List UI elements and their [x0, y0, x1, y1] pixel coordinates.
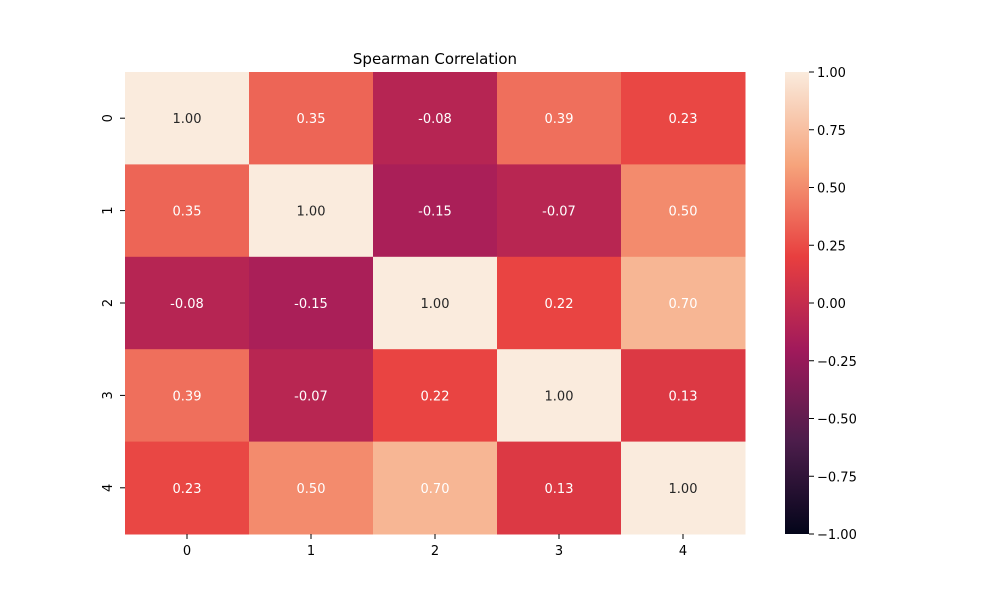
cell-value-label: 0.70: [421, 482, 450, 497]
colorbar-tick-label: 0.25: [817, 239, 846, 254]
heatmap-cell: [621, 349, 746, 443]
cell-value-label: -0.08: [418, 112, 452, 127]
heatmap-cell: [621, 164, 746, 258]
heatmap-cell: [249, 256, 374, 350]
y-tick-label: 4: [101, 484, 116, 492]
cell-value-label: 0.22: [421, 389, 450, 404]
colorbar-axis: 1.00 0.75 0.50 0.25 0.00 −0.25 −0.50 −0.75 −1.00: [809, 66, 857, 543]
chart-title: Spearman Correlation: [353, 50, 517, 68]
cell-value-label: -0.15: [294, 297, 328, 312]
colorbar-tick-label: −0.25: [817, 355, 857, 370]
cell-value-label: -0.07: [294, 389, 328, 404]
cell-value-label: 0.23: [669, 112, 698, 127]
cell-value-label: 1.00: [173, 112, 202, 127]
heatmap-cell: [125, 256, 250, 350]
cell-value-label: -0.08: [170, 297, 204, 312]
cell-value-label: 0.23: [173, 482, 202, 497]
heatmap-cell: [249, 72, 374, 165]
heatmap-cell: [125, 349, 250, 443]
cell-value-label: -0.15: [418, 205, 452, 220]
cell-value-label: -0.07: [542, 205, 576, 220]
x-tick-label: 1: [307, 544, 315, 559]
heatmap-cell: [621, 441, 746, 535]
heatmap-cell: [621, 72, 746, 165]
heatmap-cell: [373, 349, 498, 443]
y-axis: 0 1 2 3 4: [101, 114, 125, 492]
heatmap-cell: [497, 349, 622, 443]
y-tick-label: 1: [101, 206, 116, 214]
colorbar-tick-label: −0.75: [817, 470, 857, 485]
colorbar-tick-label: −1.00: [817, 528, 857, 543]
cell-value-label: 0.13: [545, 482, 574, 497]
cell-value-label: 1.00: [421, 297, 450, 312]
cell-value-label: 0.70: [669, 297, 698, 312]
heatmap-cell: [249, 164, 374, 258]
heatmap-cell: [373, 164, 498, 258]
cell-value-label: 1.00: [669, 482, 698, 497]
heatmap-cell: [125, 72, 250, 165]
colorbar: [785, 72, 809, 534]
cell-value-label: 0.39: [545, 112, 574, 127]
heatmap-cell: [125, 164, 250, 258]
heatmap-cell: [125, 441, 250, 535]
heatmap-cells: [125, 72, 746, 535]
cell-value-label: 0.22: [545, 297, 574, 312]
cell-value-label: 0.35: [297, 112, 326, 127]
x-tick-label: 4: [679, 544, 687, 559]
y-tick-label: 2: [101, 299, 116, 307]
cell-value-label: 0.13: [669, 389, 698, 404]
y-tick-label: 3: [101, 391, 116, 399]
colorbar-tick-label: 0.75: [817, 124, 846, 139]
heatmap-cell: [497, 256, 622, 350]
cell-value-label: 0.50: [669, 205, 698, 220]
heatmap-cell: [497, 441, 622, 535]
heatmap-cell: [497, 72, 622, 165]
x-axis: 0 1 2 3 4: [183, 534, 687, 559]
heatmap-cell: [249, 441, 374, 535]
colorbar-tick-label: 0.00: [817, 297, 846, 312]
cell-value-label: 1.00: [297, 205, 326, 220]
heatmap-cell: [249, 349, 374, 443]
colorbar-tick-label: 1.00: [817, 66, 846, 81]
y-tick-label: 0: [101, 114, 116, 122]
cell-value-label: 0.50: [297, 482, 326, 497]
colorbar-tick-label: −0.50: [817, 413, 857, 428]
colorbar-tick-label: 0.50: [817, 182, 846, 197]
cell-value-label: 1.00: [545, 389, 574, 404]
heatmap-cell: [373, 256, 498, 350]
heatmap-cell: [373, 441, 498, 535]
cell-value-label: 0.35: [173, 205, 202, 220]
cell-value-label: 0.39: [173, 389, 202, 404]
x-tick-label: 0: [183, 544, 191, 559]
heatmap-cell: [373, 72, 498, 165]
cell-annotations: 1.00 0.35 -0.08 0.39 0.23 0.35 1.00 -0.15 -0.07 0…: [170, 112, 697, 497]
heatmap-cell: [497, 164, 622, 258]
x-tick-label: 2: [431, 544, 439, 559]
heatmap-cell: [621, 256, 746, 350]
x-tick-label: 3: [555, 544, 563, 559]
